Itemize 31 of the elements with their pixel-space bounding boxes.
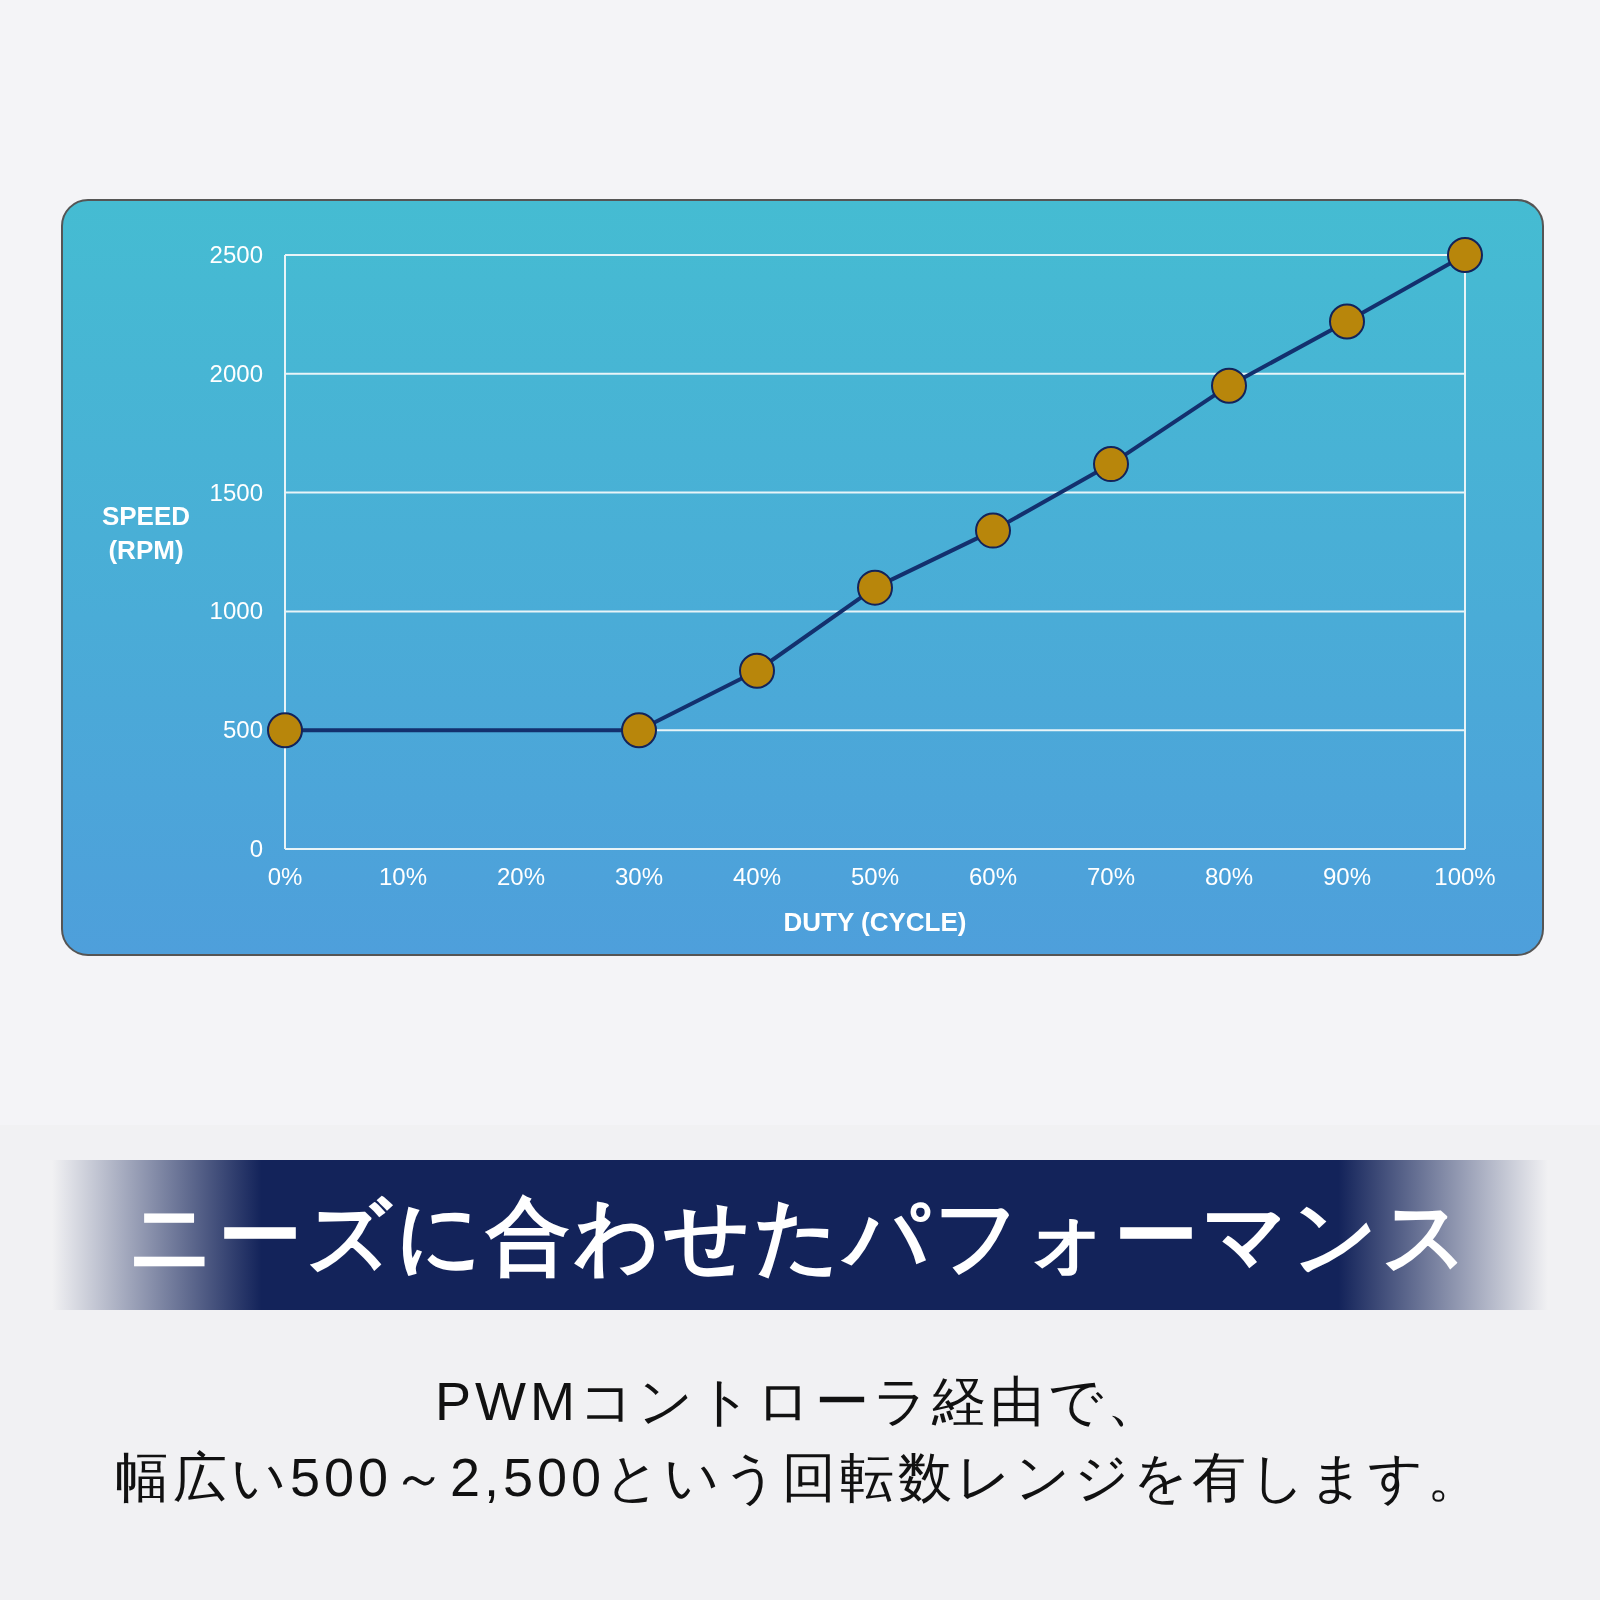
point xyxy=(1447,237,1483,273)
point xyxy=(739,652,775,689)
x-tick-label: 30% xyxy=(614,863,664,890)
x-tick-label: 70% xyxy=(1086,863,1136,890)
point xyxy=(267,712,303,749)
text: PWMコントローラ経由で、 xyxy=(435,1371,1165,1431)
y-tick-label: 0 xyxy=(249,835,263,862)
x-tick-label: 90% xyxy=(1322,863,1372,890)
point xyxy=(975,512,1011,549)
y-tick-label: 2500 xyxy=(209,241,263,268)
y-tick-label: 500 xyxy=(222,716,263,744)
text: ニーズに合わせたパフォーマンス xyxy=(128,1189,1472,1283)
x-tick-label: 0% xyxy=(267,863,303,890)
x-axis-title: DUTY (CYCLE) xyxy=(783,907,967,937)
x-tick-label: 50% xyxy=(850,863,900,890)
point xyxy=(1329,303,1365,340)
y-tick-label: 1500 xyxy=(209,478,263,506)
point xyxy=(1093,446,1129,483)
x-tick-label: 100% xyxy=(1434,863,1496,890)
x-tick-label: 80% xyxy=(1204,863,1254,890)
x-tick-label: 10% xyxy=(378,863,428,890)
point xyxy=(857,569,893,606)
point xyxy=(621,712,657,749)
y-tick-label: 1000 xyxy=(209,597,263,625)
y-tick-label: 2000 xyxy=(209,359,263,387)
x-tick-label: 60% xyxy=(968,863,1018,890)
x-tick-label: 40% xyxy=(732,863,782,890)
point xyxy=(1211,367,1247,404)
text: 幅広い500～2,500という回転数レンジを有します。 xyxy=(114,1447,1486,1507)
y-axis-title: SPEED (RPM) xyxy=(101,501,191,565)
x-tick-label: 20% xyxy=(496,863,546,890)
